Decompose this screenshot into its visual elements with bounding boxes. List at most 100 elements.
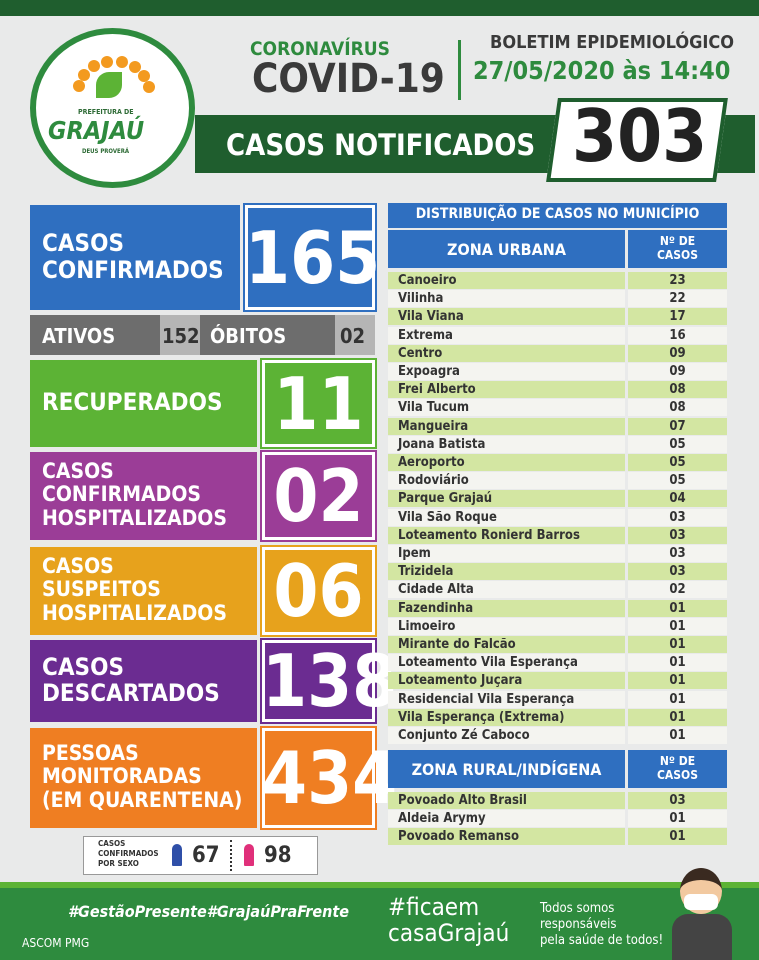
count-header: CASOS — [656, 248, 698, 262]
row-bg — [388, 290, 625, 308]
place: Povoado Alto Brasil — [398, 793, 527, 808]
cases: 03 — [669, 527, 686, 543]
box-value-bg — [260, 358, 377, 449]
row-bg — [388, 363, 625, 380]
cases: 01 — [669, 600, 686, 616]
row-bg — [388, 563, 625, 581]
logo-petal — [101, 55, 114, 68]
count-header: Nº DE — [659, 754, 696, 768]
place: Mangueira — [398, 418, 469, 434]
count-header: Nº DE — [659, 234, 696, 248]
cases: 01 — [669, 829, 686, 845]
cases: 08 — [669, 382, 686, 398]
row-bg — [628, 828, 727, 846]
box-value-bg — [260, 545, 377, 637]
logo-petal — [78, 68, 91, 81]
box-value-bg — [260, 450, 377, 542]
row-bg — [628, 344, 727, 362]
row-bg — [388, 454, 625, 471]
box-label: CONFIRMADOS — [42, 255, 224, 284]
row-bg — [628, 526, 727, 544]
child-body — [672, 914, 732, 960]
table-header: ZONA URBANA — [447, 240, 566, 259]
box-label: CASOS — [42, 459, 114, 484]
row-bg — [388, 272, 625, 289]
child-mask — [684, 894, 718, 910]
place: Rodoviário — [398, 473, 469, 489]
place: Centro — [398, 345, 443, 361]
female: 98 — [264, 843, 292, 868]
row-bg — [628, 272, 727, 289]
cases: 23 — [669, 273, 686, 288]
place: Trizidela — [398, 564, 454, 580]
logo-petal — [138, 69, 151, 82]
row-bg — [388, 792, 625, 809]
sex-divider — [230, 840, 232, 871]
table-header-bg — [388, 230, 625, 268]
place: Povoado Remanso — [398, 829, 519, 845]
cases: 02 — [669, 582, 686, 598]
logo-motto: DEUS PROVERÁ — [82, 148, 130, 155]
row-bg — [628, 399, 727, 417]
row-bg — [628, 654, 727, 672]
box-label-bg — [30, 360, 257, 447]
row-bg — [388, 727, 625, 744]
row-bg — [628, 417, 727, 435]
campaign: casaGrajaú — [388, 919, 510, 947]
row-bg — [388, 545, 625, 562]
slogan: responsáveis — [540, 917, 617, 932]
place: Canoeiro — [398, 273, 457, 288]
place: Loteamento Vila Esperança — [398, 655, 578, 671]
slogan: pela saúde de todos! — [540, 933, 664, 948]
place: Vila Tucum — [398, 400, 470, 416]
cases: 01 — [669, 811, 686, 827]
box-label: (EM QUARENTENA) — [42, 787, 243, 812]
place: Parque Grajaú — [398, 491, 493, 507]
row-bg — [388, 690, 625, 708]
row-bg — [628, 435, 727, 453]
place: Frei Alberto — [398, 382, 476, 398]
row-bg — [628, 290, 727, 308]
row-bg — [628, 381, 727, 399]
cases: 17 — [669, 309, 686, 325]
slogan: Todos somos — [540, 901, 615, 916]
cases: 01 — [669, 691, 686, 707]
row-bg — [628, 545, 727, 562]
active-label: ATIVOS — [42, 324, 116, 348]
cases: 22 — [669, 291, 686, 307]
row-bg — [628, 326, 727, 344]
active: 152 — [162, 324, 200, 348]
row-bg — [628, 363, 727, 380]
kicker: CORONAVÍRUS — [250, 38, 390, 60]
row-bg — [628, 690, 727, 708]
row-bg — [628, 636, 727, 653]
cases: 01 — [669, 655, 686, 671]
box-label: HOSPITALIZADOS — [42, 600, 227, 625]
bulletin: BOLETIM EPIDEMIOLÓGICO — [490, 32, 735, 53]
box-value: 138 — [262, 639, 398, 723]
row-bg — [628, 792, 727, 809]
cases: 05 — [669, 473, 686, 489]
box-label: CASOS — [42, 554, 114, 579]
box-label-bg — [30, 452, 257, 540]
cases: 03 — [669, 793, 686, 808]
row-bg — [628, 672, 727, 690]
logo-petal — [73, 80, 86, 93]
count-header: CASOS — [656, 768, 698, 782]
cases: 05 — [669, 455, 686, 470]
place: Loteamento Ronierd Barros — [398, 527, 580, 543]
row-bg — [628, 581, 727, 599]
logo-petal — [115, 55, 128, 68]
logo-petal — [142, 81, 155, 94]
box-label: HOSPITALIZADOS — [42, 505, 227, 530]
row-bg — [388, 828, 625, 846]
box-value: 06 — [273, 549, 364, 633]
cases: 03 — [669, 509, 686, 525]
cases: 08 — [669, 400, 686, 416]
row-bg — [388, 381, 625, 399]
place: Extrema — [398, 327, 453, 343]
box-label: CASOS — [42, 229, 125, 258]
place: Limoeiro — [398, 618, 456, 634]
cases: 09 — [669, 345, 686, 361]
